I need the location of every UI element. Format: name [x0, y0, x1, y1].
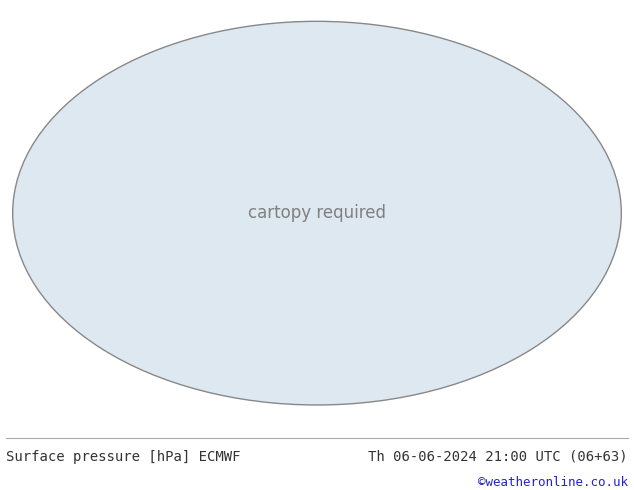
- Text: Surface pressure [hPa] ECMWF: Surface pressure [hPa] ECMWF: [6, 450, 241, 464]
- Text: cartopy required: cartopy required: [248, 204, 386, 222]
- Text: Th 06-06-2024 21:00 UTC (06+63): Th 06-06-2024 21:00 UTC (06+63): [368, 450, 628, 464]
- Ellipse shape: [13, 21, 621, 405]
- Text: ©weatheronline.co.uk: ©weatheronline.co.uk: [477, 476, 628, 489]
